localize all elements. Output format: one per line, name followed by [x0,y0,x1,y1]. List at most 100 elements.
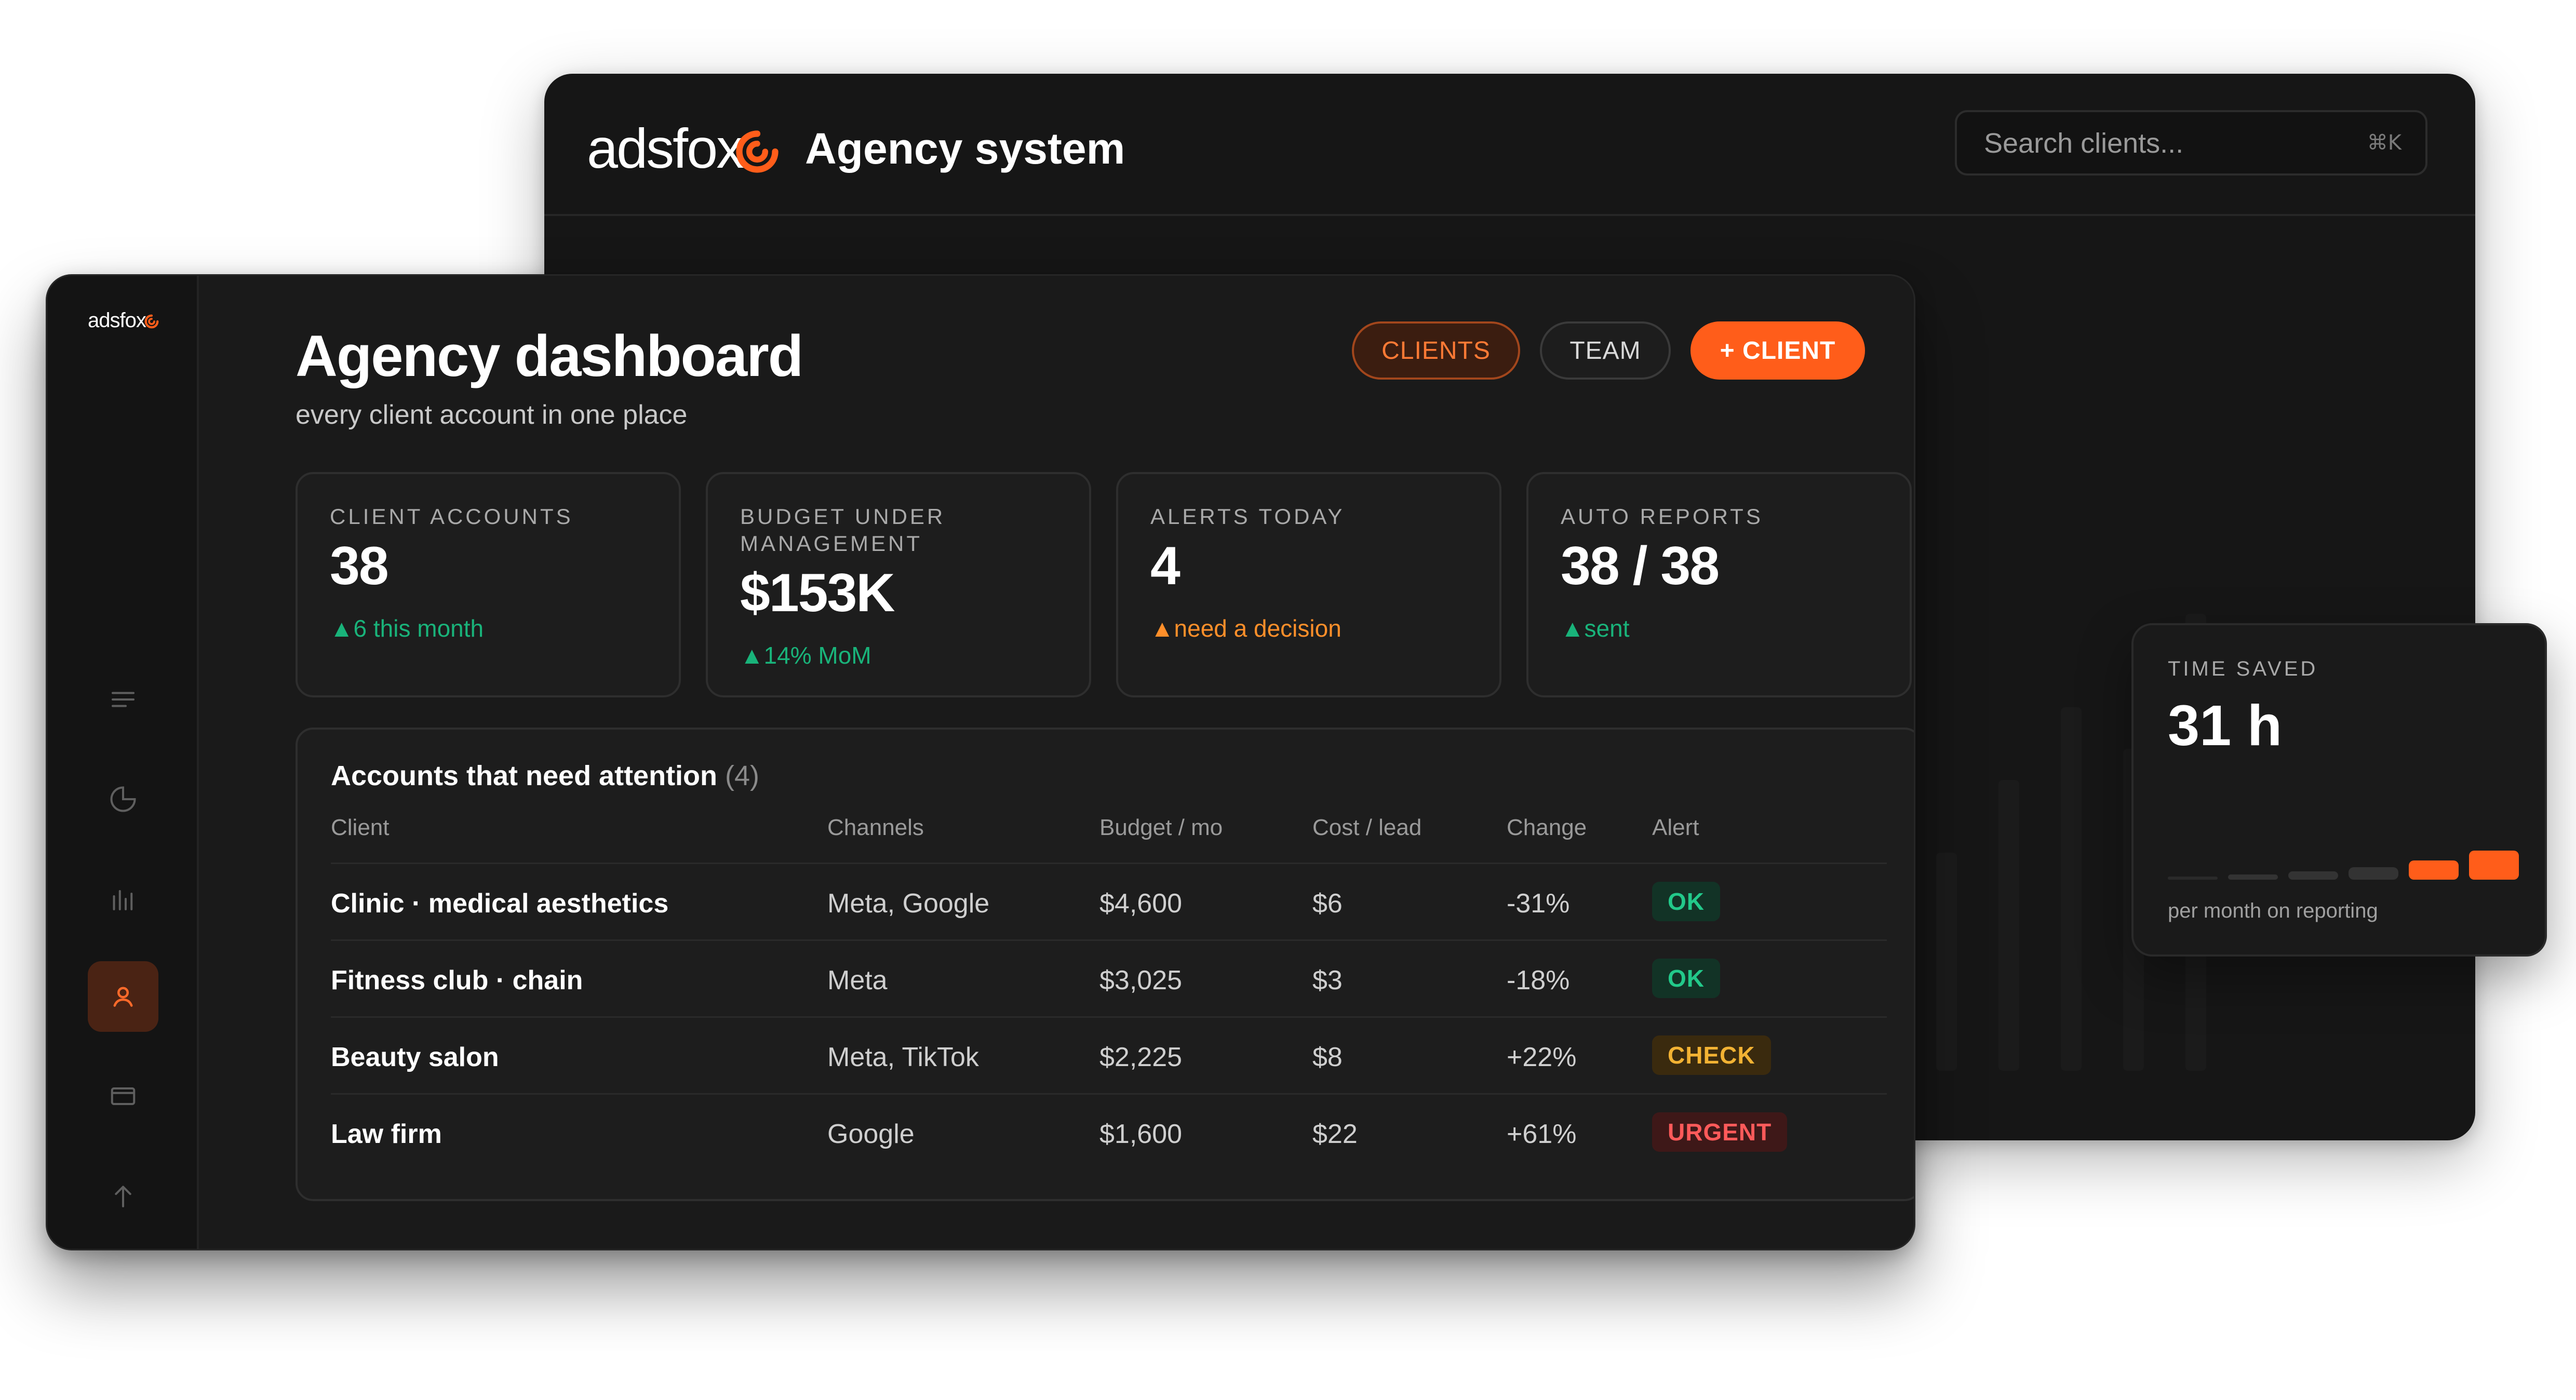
logo-text: adsfox [587,116,744,180]
attention-table: Accounts that need attention (4) Client … [296,728,1914,1201]
stat-delta-text: need a decision [1174,615,1341,642]
stat-delta-text: 6 this month [353,615,484,642]
column-header-channels: Channels [827,815,924,840]
stat-label: ALERTS TODAY [1150,504,1345,529]
sidebar-logo-text: adsfox [88,309,146,332]
warning-icon: ▲ [1150,615,1174,642]
time-saved-caption: per month on reporting [2168,899,2378,922]
time-saved-bar [2288,871,2338,880]
time-saved-bar [2409,860,2459,880]
status-badge: OK [1652,959,1720,998]
table-row[interactable]: Law firm Google $1,600 $22 +61% URGENT [331,1093,1887,1172]
sidebar-item-upload[interactable] [88,1161,158,1231]
search-shortcut-hint: ⌘K [2367,131,2401,155]
time-saved-label: TIME SAVED [2168,657,2318,680]
trend-up-icon: ▲ [330,615,354,642]
cell-cost-per-lead: $8 [1312,1042,1343,1072]
cell-cost-per-lead: $6 [1312,889,1343,919]
card-icon [111,1087,136,1105]
cell-cost-per-lead: $22 [1312,1119,1358,1149]
search-box[interactable]: ⌘K [1955,110,2427,176]
fox-swirl-icon [144,314,159,329]
cell-budget: $2,225 [1099,1042,1183,1072]
stat-value: $153K [740,563,895,623]
column-header-alert: Alert [1652,815,1699,840]
time-saved-bar [2349,867,2398,880]
cell-budget: $1,600 [1099,1119,1183,1149]
cell-budget: $4,600 [1099,889,1183,919]
stat-delta-text: sent [1584,615,1630,642]
stat-value: 4 [1150,536,1180,596]
sidebar: adsfox [47,276,199,1249]
status-badge: CHECK [1652,1035,1771,1075]
status-badge: OK [1652,882,1720,921]
time-saved-card: TIME SAVED 31 h per month on reporting [2131,623,2547,957]
cell-change: +22% [1507,1042,1577,1072]
sidebar-item-clients[interactable] [88,961,158,1032]
time-saved-bar [2168,877,2218,880]
cell-channels: Meta, Google [827,889,990,919]
user-icon [113,987,133,1007]
time-saved-value: 31 h [2168,694,2283,758]
bar-chart-icon [113,890,133,910]
cell-budget: $3,025 [1099,965,1183,995]
pie-chart-icon [110,786,136,812]
sidebar-item-reports[interactable] [88,864,158,934]
stat-delta-text: 14% MoM [763,642,871,669]
window-header: adsfox Agency system ⌘K [544,74,2475,216]
sidebar-item-analytics[interactable] [88,764,158,834]
cell-change: -18% [1507,965,1570,995]
stat-delta: ▲sent [1561,614,1629,642]
stat-card-client-accounts: CLIENT ACCOUNTS 38 ▲6 this month [296,472,681,697]
sidebar-item-menu[interactable] [88,664,158,735]
sidebar-logo: adsfox [88,309,159,332]
stat-value: 38 [330,536,389,596]
cell-channels: Meta, TikTok [827,1042,979,1072]
table-row[interactable]: Beauty salon Meta, TikTok $2,225 $8 +22%… [331,1016,1887,1095]
team-tab-button[interactable]: TEAM [1540,321,1671,380]
stat-value: 38 / 38 [1561,536,1720,596]
cell-client: Fitness club · chain [331,965,583,995]
cell-client: Beauty salon [331,1042,499,1072]
table-title: Accounts that need attention (4) [331,760,759,792]
menu-icon [112,692,135,707]
stat-delta: ▲need a decision [1150,614,1341,642]
table-row[interactable]: Clinic · medical aesthetics Meta, Google… [331,863,1887,941]
dashboard-main: Agency dashboard every client account in… [197,276,1914,1249]
stat-label: CLIENT ACCOUNTS [330,504,573,529]
table-count: (4) [725,760,760,791]
cell-client: Law firm [331,1119,442,1149]
clients-tab-button[interactable]: CLIENTS [1352,321,1520,380]
app-title: Agency system [805,124,1125,173]
time-saved-bar [2469,851,2519,880]
stat-label: AUTO REPORTS [1561,504,1763,529]
cell-channels: Google [827,1119,915,1149]
stat-card-budget: BUDGET UNDER MANAGEMENT $153K ▲14% MoM [706,472,1091,697]
time-saved-bars [2168,843,2526,880]
table-row[interactable]: Fitness club · chain Meta $3,025 $3 -18%… [331,939,1887,1018]
table-title-text: Accounts that need attention [331,760,718,791]
stat-delta: ▲14% MoM [740,641,871,669]
agency-dashboard-window: adsfox Agency dashboard every clien [46,274,1915,1250]
column-header-client: Client [331,815,390,840]
stat-card-auto-reports: AUTO REPORTS 38 / 38 ▲sent [1526,472,1912,697]
cell-client: Clinic · medical aesthetics [331,889,669,919]
add-client-button[interactable]: + CLIENT [1691,321,1865,380]
status-badge: URGENT [1652,1112,1788,1152]
time-saved-bar [2228,874,2278,880]
stat-delta: ▲6 this month [330,614,484,642]
stat-card-alerts: ALERTS TODAY 4 ▲need a decision [1116,472,1501,697]
sidebar-item-billing[interactable] [88,1061,158,1132]
page-subtitle: every client account in one place [296,400,688,430]
page-title: Agency dashboard [296,324,803,388]
stat-label: BUDGET UNDER MANAGEMENT [740,504,946,556]
adsfox-logo: adsfox [587,114,781,182]
trend-up-icon: ▲ [1561,615,1585,642]
arrow-up-icon [115,1186,131,1207]
cell-change: -31% [1507,889,1570,919]
column-header-change: Change [1507,815,1587,840]
background-chart-ghost [1936,448,2404,1071]
column-header-cost-per-lead: Cost / lead [1312,815,1422,840]
cell-cost-per-lead: $3 [1312,965,1343,995]
search-input[interactable] [1983,112,2338,174]
